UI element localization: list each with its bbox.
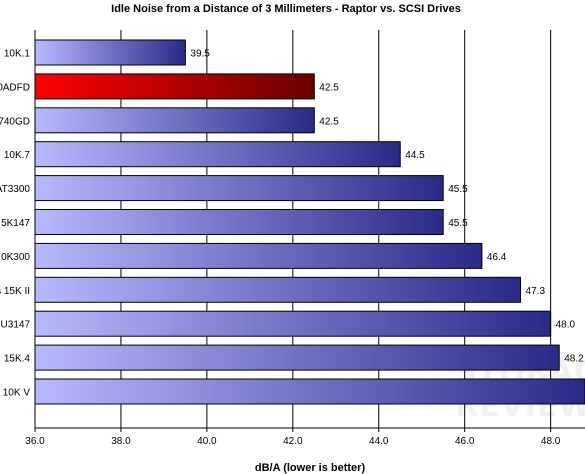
bar-5 [34,209,444,235]
value-label-4: 45.5 [448,184,468,195]
bar-7 [34,276,522,303]
value-label-7: 47.3 [526,286,546,297]
category-label-4: AT3300 [0,184,30,195]
category-label-1: 0ADFD [0,82,30,93]
x-tick-label-6: 48.0 [541,436,561,447]
category-label-8: U3147 [1,320,31,331]
category-label-3: 10K.7 [4,150,31,161]
bar-0 [34,39,186,66]
category-label-6: 0K300 [1,252,30,263]
category-label-7: s 15K II [0,286,30,297]
bar-4 [34,175,444,202]
x-tick-labels: 36.0 38.0 40.0 42.0 44.0 46.0 48.0 [25,428,561,447]
value-label-6: 46.4 [487,252,507,263]
bar-10 [34,378,585,405]
bars [34,39,585,405]
x-tick-label-3: 42.0 [283,436,303,447]
x-tick-label-2: 40.0 [197,436,217,447]
bar-3 [34,141,401,168]
value-label-5: 45.5 [448,218,468,229]
value-label-9: 48.2 [564,354,584,365]
value-labels: 39.5 42.5 42.5 44.5 45.5 45.5 46.4 47.3 48.0 48.2 [190,49,584,365]
x-tick-label-4: 44.0 [369,436,389,447]
value-label-1: 42.5 [319,82,339,93]
x-tick-label-0: 36.0 [25,436,45,447]
bar-8 [34,310,552,337]
category-label-10: 10K V [3,388,31,399]
category-label-5: 5K147 [1,218,30,229]
x-tick-label-1: 38.0 [111,436,131,447]
category-label-9: 15K.4 [4,354,31,365]
category-label-0: 10K.1 [4,49,31,60]
bar-6 [34,242,483,269]
value-label-3: 44.5 [405,150,425,161]
bar-2 [34,107,315,134]
bar-9 [34,344,560,371]
value-label-2: 42.5 [319,116,339,127]
value-label-8: 48.0 [556,320,576,331]
value-label-0: 39.5 [190,49,210,60]
x-axis-label: dB/A (lower is better) [255,462,366,474]
chart-title: Idle Noise from a Distance of 3 Millimet… [111,3,461,15]
category-labels: 10K.1 0ADFD 740GD 10K.7 AT3300 5K147 0K300 s 15… [0,49,30,399]
bar-1 [34,73,315,100]
category-label-2: 740GD [0,116,30,127]
x-tick-label-5: 46.0 [455,436,475,447]
